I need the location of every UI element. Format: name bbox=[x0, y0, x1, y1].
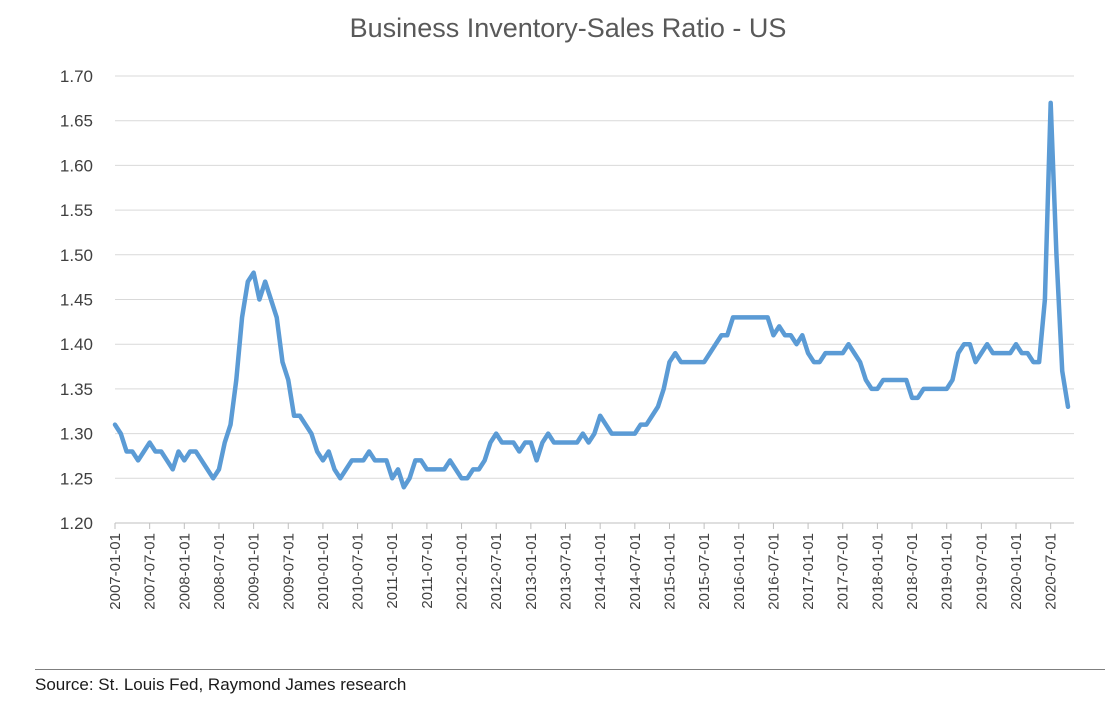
x-tick-label: 2019-01-01 bbox=[939, 533, 956, 610]
y-tick-label: 1.35 bbox=[60, 380, 93, 399]
x-axis-tick-labels: 2007-01-01 2007-07-01 2008-01-01 2008-07-01… bbox=[107, 523, 1060, 610]
x-tick-label: 2007-01-01 bbox=[107, 533, 124, 610]
x-tick-label: 2020-01-01 bbox=[1008, 533, 1025, 610]
gridlines bbox=[115, 75, 1074, 479]
series-lines bbox=[112, 100, 1071, 490]
y-tick-label: 1.40 bbox=[60, 335, 93, 354]
y-tick-label: 1.65 bbox=[60, 112, 93, 131]
x-tick-label: 2008-01-01 bbox=[176, 533, 193, 610]
x-tick-label: 2011-07-01 bbox=[419, 533, 436, 609]
y-tick-label: 1.55 bbox=[60, 201, 93, 220]
x-tick-label: 2020-07-01 bbox=[1043, 533, 1060, 610]
x-tick-label: 2010-01-01 bbox=[315, 533, 332, 610]
x-tick-label: 2012-07-01 bbox=[488, 533, 505, 610]
y-tick-label: 1.25 bbox=[60, 469, 93, 488]
x-tick-label: 2015-01-01 bbox=[661, 533, 678, 610]
x-tick-label: 2017-01-01 bbox=[800, 533, 817, 610]
x-tick-label: 2013-01-01 bbox=[523, 533, 540, 610]
series-line bbox=[112, 100, 1071, 490]
x-tick-label: 2013-07-01 bbox=[558, 533, 575, 610]
y-tick-label: 1.45 bbox=[60, 291, 93, 310]
x-tick-label: 2014-01-01 bbox=[592, 533, 609, 610]
x-tick-label: 2018-07-01 bbox=[904, 533, 921, 610]
y-axis-tick-labels: 1.20 1.25 1.30 1.35 1.40 1.45 1.50 1.55 1.60 1.65… bbox=[60, 67, 93, 533]
x-tick-label: 2015-07-01 bbox=[696, 533, 713, 610]
chart-title: Business Inventory-Sales Ratio - US bbox=[350, 13, 787, 43]
x-tick-label: 2017-07-01 bbox=[835, 533, 852, 610]
x-tick-label: 2012-01-01 bbox=[454, 533, 471, 610]
y-tick-label: 1.50 bbox=[60, 246, 93, 265]
x-tick-label: 2014-07-01 bbox=[627, 533, 644, 610]
y-tick-label: 1.70 bbox=[60, 67, 93, 86]
x-tick-label: 2016-07-01 bbox=[765, 533, 782, 610]
y-tick-label: 1.60 bbox=[60, 156, 93, 175]
x-tick-label: 2016-01-01 bbox=[731, 533, 748, 610]
x-tick-label: 2010-07-01 bbox=[350, 533, 367, 610]
x-tick-label: 2011-01-01 bbox=[384, 533, 401, 609]
x-tick-label: 2019-07-01 bbox=[973, 533, 990, 610]
source-note: Source: St. Louis Fed, Raymond James res… bbox=[35, 675, 407, 694]
x-tick-label: 2009-07-01 bbox=[280, 533, 297, 610]
chart: Business Inventory-Sales Ratio - US 1.20… bbox=[60, 13, 1074, 610]
y-tick-label: 1.20 bbox=[60, 514, 93, 533]
x-tick-label: 2008-07-01 bbox=[211, 533, 228, 610]
x-tick-label: 2009-01-01 bbox=[246, 533, 263, 610]
y-tick-label: 1.30 bbox=[60, 425, 93, 444]
footer-divider bbox=[35, 669, 1105, 670]
x-tick-label: 2018-01-01 bbox=[869, 533, 886, 610]
x-tick-label: 2007-07-01 bbox=[142, 533, 159, 610]
